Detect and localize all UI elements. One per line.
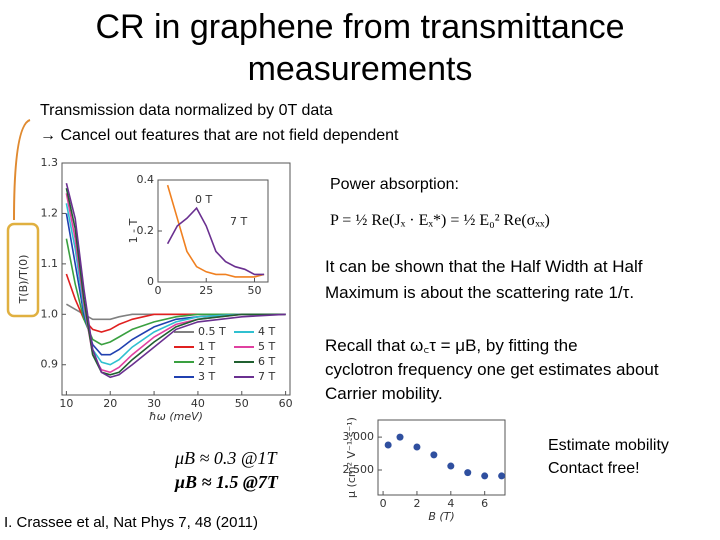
y-axis-label: μ (cm² V⁻¹ s⁻¹)	[345, 417, 358, 498]
plot-frame	[157, 179, 269, 283]
estimate: μB ≈ 0.3 @1T	[175, 448, 277, 468]
legend-label: 6 T	[258, 355, 275, 368]
point	[396, 433, 404, 441]
text-line: Transmission data normalized by 0T data	[40, 102, 333, 119]
y-tick-label: 1.3	[41, 156, 59, 169]
x-tick-label: 60	[279, 397, 293, 410]
x-axis-label: B (T)	[428, 510, 454, 523]
title-line: measurements	[247, 50, 473, 88]
legend-label: 7 T	[258, 370, 275, 383]
x-tick-label: 0	[155, 284, 162, 297]
y-tick-label: 1.0	[41, 307, 59, 320]
x-tick-label: 20	[103, 397, 117, 410]
title: CR in graphene from transmittance measur…	[0, 6, 720, 90]
y-tick-label: 3,000	[343, 430, 375, 443]
x-tick-label: 4	[447, 497, 454, 510]
x-tick-label: 25	[199, 284, 213, 297]
text-line: Recall that ω꜀τ = μB, by fitting the	[325, 336, 578, 355]
point	[464, 469, 472, 477]
y-tick-label: 0.9	[41, 358, 59, 371]
series-line	[65, 183, 286, 379]
series-line	[65, 273, 286, 333]
series-line	[65, 203, 286, 366]
series-line	[65, 238, 286, 346]
highlight-box	[6, 222, 40, 318]
x-tick-label: 0	[380, 497, 387, 510]
text-line: Carrier mobility.	[325, 384, 443, 403]
x-tick-label: 6	[481, 497, 488, 510]
title-line: CR in graphene from transmittance	[95, 8, 625, 46]
legend-label: 4 T	[258, 325, 275, 338]
estimate: μB ≈ 1.5 @7T	[175, 472, 278, 492]
x-tick-label: 10	[59, 397, 73, 410]
legend-label: 2 T	[198, 355, 215, 368]
x-tick-label: 2	[413, 497, 420, 510]
series-annotation: 7 T	[230, 215, 247, 228]
x-tick-label: 50	[247, 284, 261, 297]
series-line	[65, 188, 286, 376]
text-line: Maximum is about the scattering rate 1/τ…	[325, 283, 635, 302]
text-line: Contact free!	[548, 460, 640, 477]
y-axis-label: 1 - T	[127, 218, 140, 243]
x-tick-label: 50	[235, 397, 249, 410]
legend-label: 1 T	[198, 340, 215, 353]
plot-frame	[377, 419, 506, 496]
hwhm: It can be shown that the Half Width at H…	[325, 254, 643, 306]
series-annotation: 0 T	[195, 193, 212, 206]
x-axis-label: ħω (meV)	[149, 410, 203, 423]
y-tick-label: 1.1	[41, 257, 59, 270]
legend-label: 5 T	[258, 340, 275, 353]
note: Estimate mobility Contact free!	[548, 434, 669, 480]
y-tick-label: 0	[147, 275, 154, 288]
equation: P = ½ Re(Jₓ · Eₓ*) = ½ E₀² Re(σₓₓ)	[330, 212, 550, 229]
point	[384, 441, 392, 449]
power-label: Power absorption:	[330, 176, 459, 193]
text-line: cyclotron frequency one get estimates ab…	[325, 360, 659, 379]
legend-label: 0.5 T	[198, 325, 226, 338]
point	[481, 472, 489, 480]
x-tick-label: 30	[147, 397, 161, 410]
y-tick-label: 2,500	[343, 463, 375, 476]
y-axis-label: T(B)/T(0)	[17, 255, 30, 305]
y-tick-label: 0.4	[137, 173, 155, 186]
estimates: μB ≈ 0.3 @1T μB ≈ 1.5 @7T	[175, 446, 278, 494]
bracket-curve	[13, 119, 31, 221]
point	[430, 451, 438, 459]
point	[498, 472, 506, 480]
y-tick-label: 0.2	[137, 224, 155, 237]
citation: I. Crassee et al, Nat Phys 7, 48 (2011)	[4, 514, 259, 531]
text-line: Estimate mobility	[548, 437, 669, 454]
series-line	[166, 206, 265, 276]
text-line: → Cancel out features that are not field…	[40, 127, 399, 144]
point	[413, 443, 421, 451]
legend-label: 3 T	[198, 370, 215, 383]
recall: Recall that ω꜀τ = μB, by fitting the cyc…	[325, 334, 659, 406]
x-tick-label: 40	[191, 397, 205, 410]
y-tick-label: 1.2	[41, 206, 59, 219]
text-line: It can be shown that the Half Width at H…	[325, 257, 643, 276]
point	[447, 462, 455, 470]
intro: Transmission data normalized by 0T data …	[40, 98, 398, 148]
plot-frame	[61, 162, 291, 396]
series-line	[166, 184, 265, 278]
